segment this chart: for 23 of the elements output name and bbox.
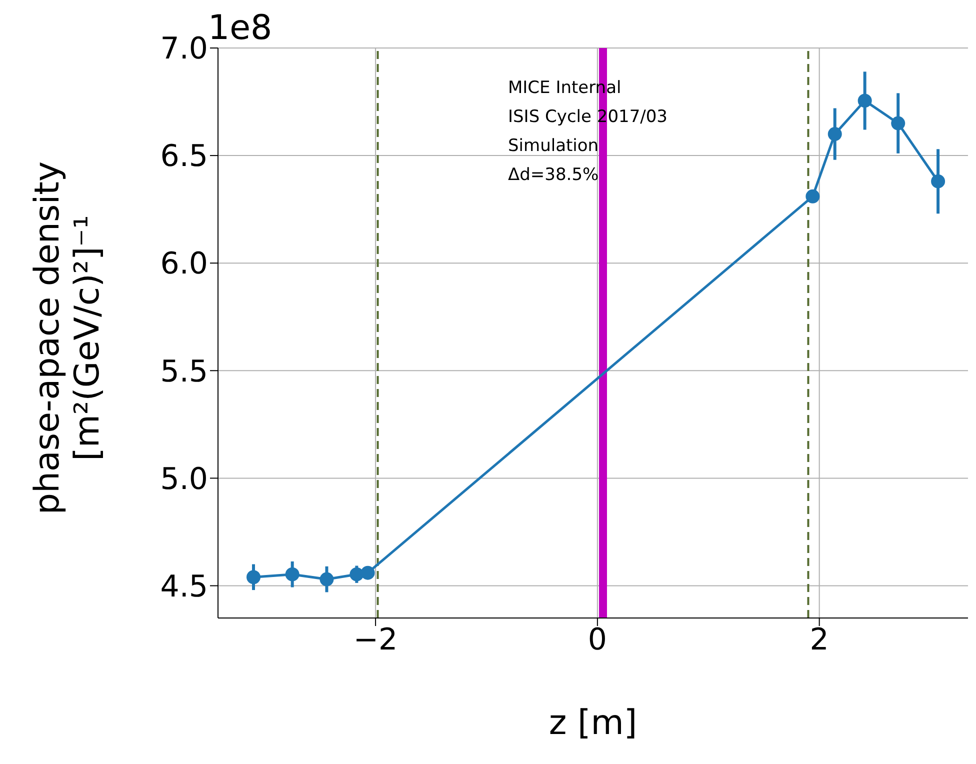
point bbox=[806, 189, 820, 204]
x-tick-label: −2 bbox=[353, 622, 398, 658]
offset-text: 1e8 bbox=[208, 8, 272, 48]
y-tick-label: 5.5 bbox=[160, 354, 208, 390]
point bbox=[246, 570, 261, 584]
x-tick-label: 0 bbox=[588, 622, 607, 658]
point bbox=[285, 567, 300, 582]
x-axis-title: z [m] bbox=[548, 703, 638, 743]
point bbox=[858, 94, 872, 108]
y-tick-label: 5.0 bbox=[160, 462, 208, 497]
x-tick-label: 2 bbox=[810, 622, 829, 658]
point bbox=[931, 174, 946, 188]
y-tick-label: 6.5 bbox=[160, 139, 208, 174]
point bbox=[320, 572, 334, 586]
point bbox=[828, 127, 842, 142]
y-tick-label: 7.0 bbox=[160, 32, 208, 67]
y-tick-label: 6.0 bbox=[160, 246, 208, 282]
y-tick-label: 4.5 bbox=[160, 569, 208, 604]
point bbox=[891, 116, 906, 130]
point bbox=[360, 566, 375, 580]
y-axis-title: phase-apace density [m²(GeV/c)²]⁻¹ bbox=[28, 161, 108, 515]
annotation: Δd=38.5% bbox=[508, 164, 600, 187]
annotation: Simulation bbox=[508, 135, 600, 158]
